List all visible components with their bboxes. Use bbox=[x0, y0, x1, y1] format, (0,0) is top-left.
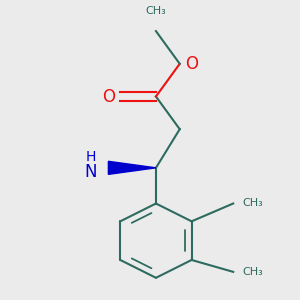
Text: H: H bbox=[85, 150, 96, 164]
Polygon shape bbox=[108, 161, 156, 174]
Text: O: O bbox=[185, 55, 198, 73]
Text: N: N bbox=[84, 163, 97, 181]
Text: CH₃: CH₃ bbox=[242, 199, 263, 208]
Text: CH₃: CH₃ bbox=[146, 6, 166, 16]
Text: O: O bbox=[102, 88, 115, 106]
Text: CH₃: CH₃ bbox=[242, 267, 263, 277]
